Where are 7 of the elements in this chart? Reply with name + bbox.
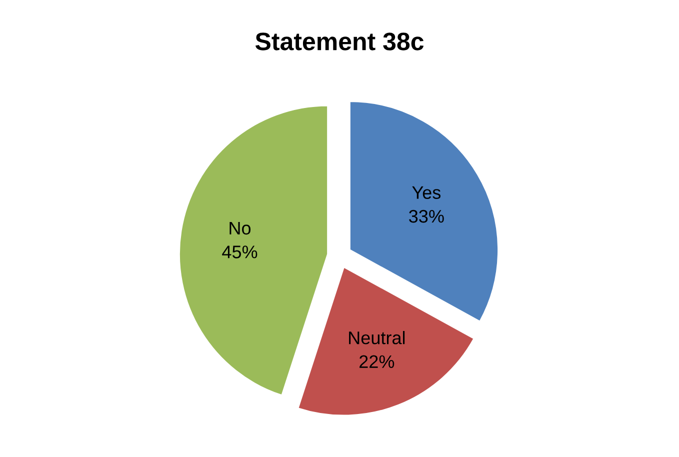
slice-label: Yes xyxy=(412,186,441,199)
data-label: 45% xyxy=(222,246,258,258)
data-label: 33% xyxy=(409,210,444,223)
slice-label: No xyxy=(230,222,251,235)
slice-label: Neutral xyxy=(349,331,405,344)
chart-title: Statement 38c xyxy=(255,32,424,50)
data-label: 22% xyxy=(360,355,394,368)
